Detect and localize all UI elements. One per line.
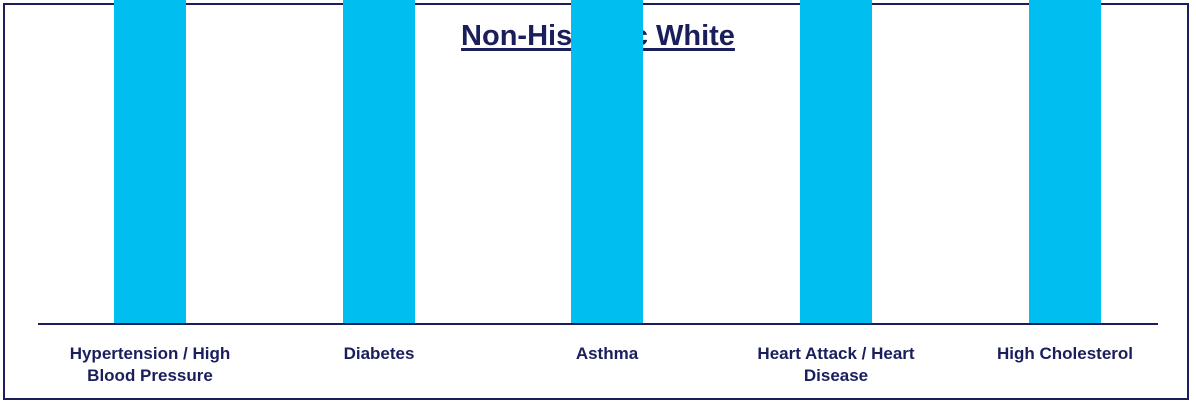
category-label-2: Diabetes	[344, 344, 415, 363]
category-label-4: Heart Attack / Heart Disease	[757, 344, 914, 385]
bar-1	[114, 0, 186, 324]
bar-5	[1029, 0, 1101, 324]
category-label-3: Asthma	[576, 344, 639, 363]
bar-series	[114, 0, 1101, 324]
category-labels: Hypertension / High Blood Pressure Diabete…	[70, 344, 1133, 385]
bar-4	[800, 0, 872, 324]
category-label-5: High Cholesterol	[997, 344, 1133, 363]
bar-3	[571, 0, 643, 324]
category-label-1: Hypertension / High Blood Pressure	[70, 344, 231, 385]
bar-2	[343, 0, 415, 324]
